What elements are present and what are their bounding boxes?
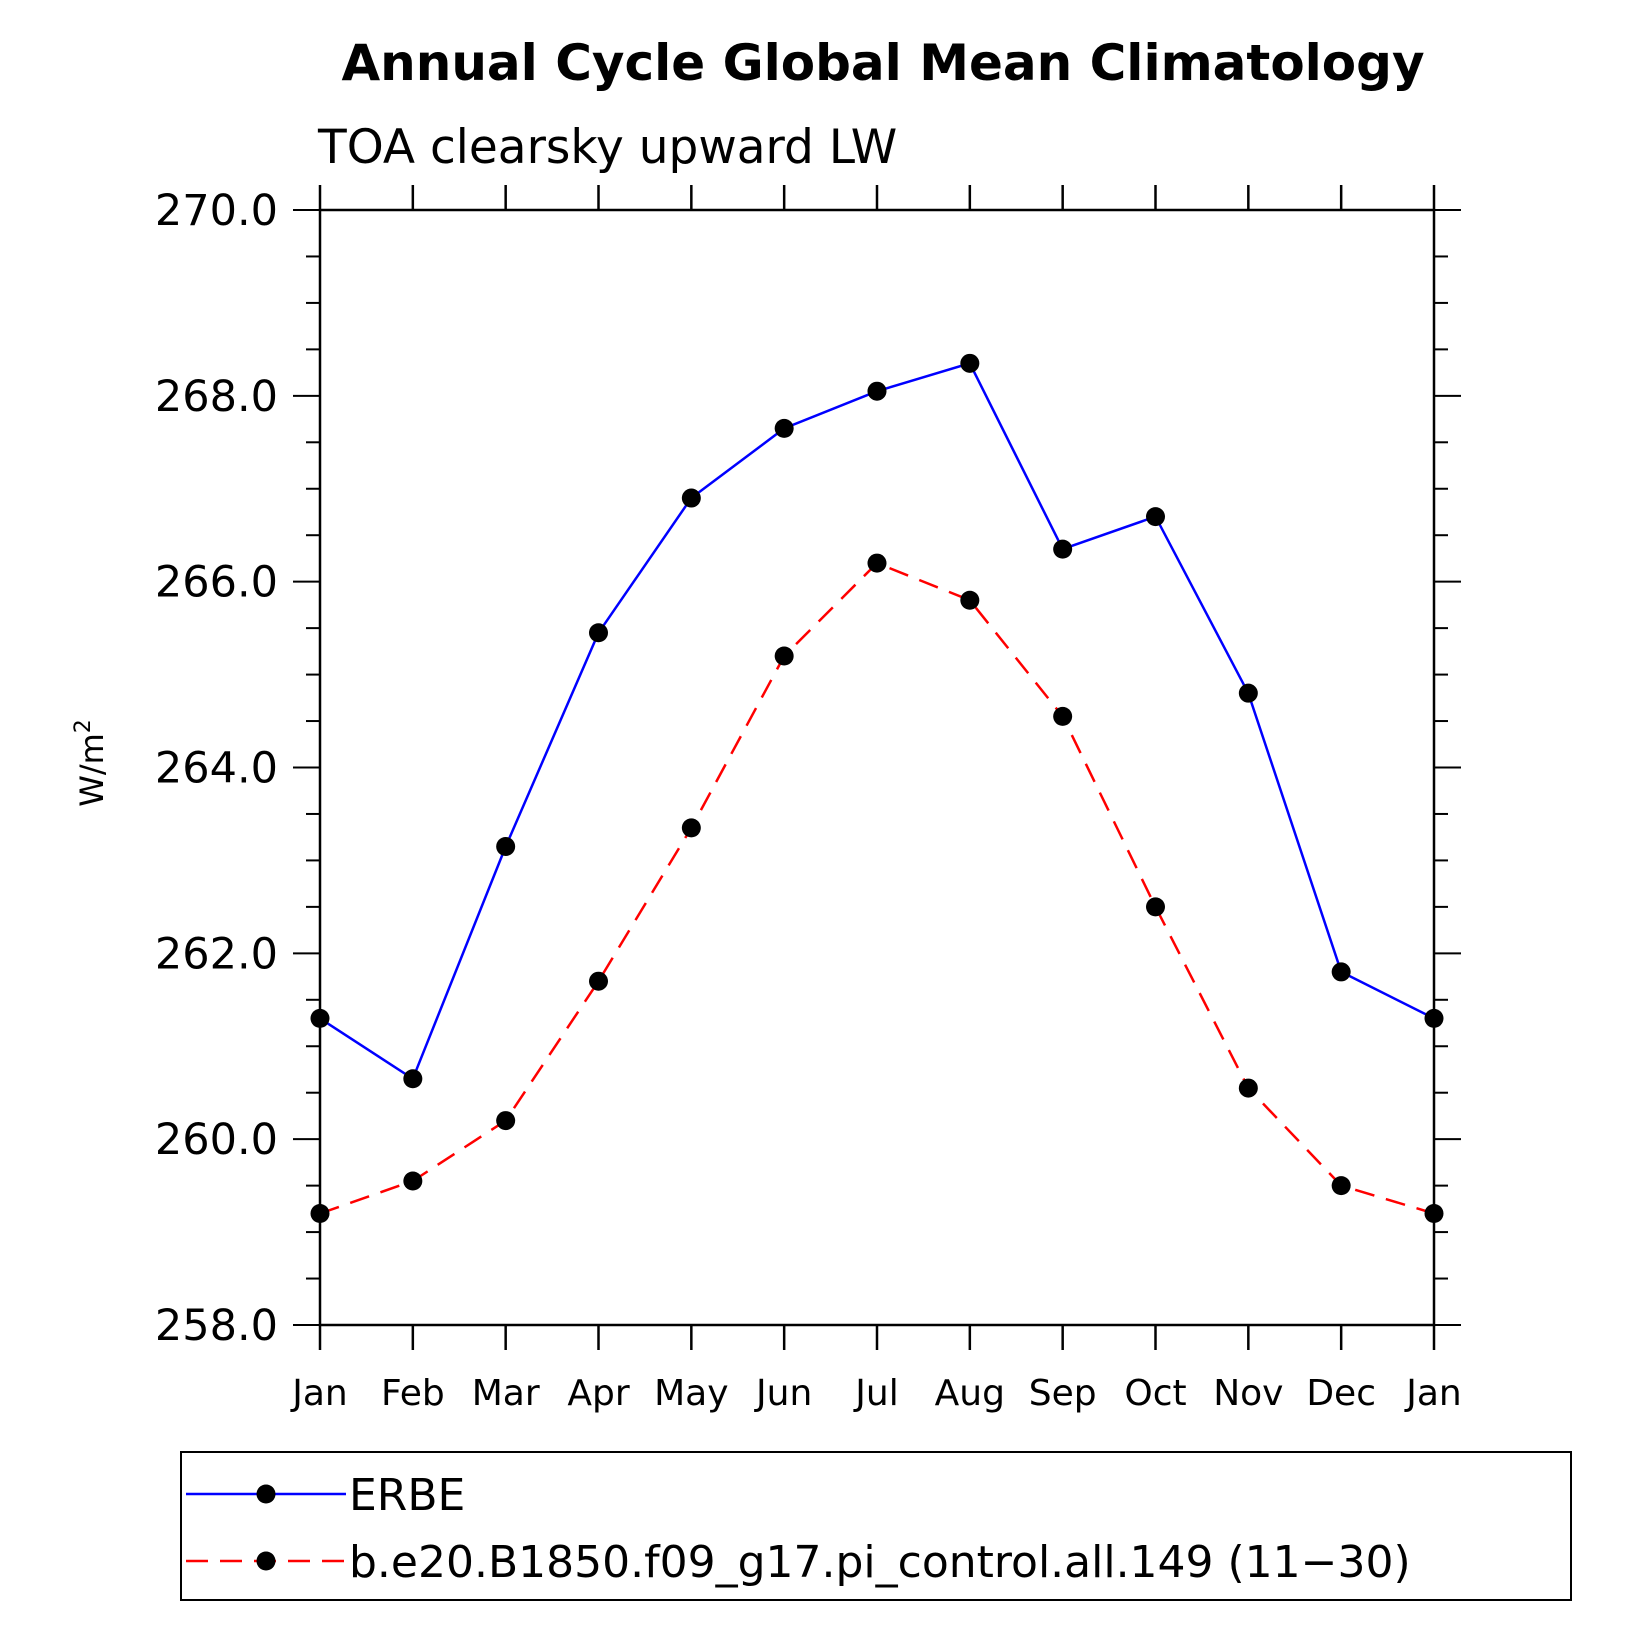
data-point [681,818,701,838]
series-line [319,561,1435,1215]
y-tick-label: 262.0 [155,929,278,979]
legend-label: b.e20.B1850.f09_g17.pi_control.all.149 (… [349,1537,1411,1588]
legend-box [180,1451,1572,1601]
data-point [310,1008,330,1028]
data-point [960,353,980,373]
data-point [589,971,608,991]
data-point [774,418,794,438]
data-point [403,1171,423,1191]
x-tick-label: Aug [935,1373,1005,1414]
legend: ERBE b.e20.B1850.f09_g17.pi_control.all.1… [180,1451,1572,1601]
x-tick-label: Sep [1029,1373,1097,1414]
x-tick-label: Apr [567,1373,629,1414]
y-tick-label: 260.0 [155,1115,278,1165]
data-point [1238,1078,1258,1098]
x-tick-label: Nov [1213,1373,1283,1414]
svg-text:W/m2: W/m2 [71,719,111,807]
series-2 [310,553,1444,1223]
x-tick-label: Jan [290,1373,348,1414]
plot-frame [318,208,1436,1327]
y-tick-label: 258.0 [155,1301,278,1351]
data-point [867,553,887,573]
data-point [310,1204,330,1223]
data-point [589,623,608,643]
data-point [867,381,887,401]
y-tick-label: 270.0 [155,186,278,236]
x-tick-label: Jun [754,1373,812,1414]
x-tick-label: Oct [1124,1373,1186,1414]
x-tick-label: Jan [1404,1373,1462,1414]
data-point [1424,1008,1444,1028]
data-point [1424,1204,1444,1223]
data-point [1331,962,1351,982]
x-tick-label: Feb [381,1373,445,1414]
data-point [1053,706,1073,726]
data-point [1053,539,1073,559]
data-point [496,1111,516,1131]
data-point [1331,1176,1351,1196]
x-tick-label: Dec [1306,1373,1376,1414]
y-tick-label: 264.0 [155,744,278,794]
x-tick-label: May [654,1373,728,1414]
x-tick-label: Mar [472,1373,540,1414]
legend-marker [256,1484,276,1504]
y-axis-title: W/m2 [71,719,111,807]
series-line [319,361,1435,1081]
series-1 [310,353,1444,1089]
data-point [960,590,980,610]
y-axis-label: W/m [73,733,111,807]
data-point [681,488,701,508]
data-point [1238,683,1258,703]
data-point [403,1069,423,1089]
legend-label: ERBE [349,1470,465,1521]
data-point [774,646,794,666]
x-tick-label: Jul [853,1373,898,1414]
data-point [496,836,516,856]
plot-area: Jan Feb Mar Apr May Jun Jul Aug Sep Oct Nov Dec Jan 2… [155,185,1462,1414]
chart-subtitle: TOA clearsky upward LW [317,120,897,175]
data-point [1146,897,1165,917]
data-point [1146,507,1165,527]
y-axis-label-superscript: 2 [71,719,96,733]
chart-title: Annual Cycle Global Mean Climatology [341,34,1424,92]
y-tick-label: 266.0 [155,558,278,608]
y-tick-label: 268.0 [155,372,278,422]
legend-marker [256,1551,276,1571]
